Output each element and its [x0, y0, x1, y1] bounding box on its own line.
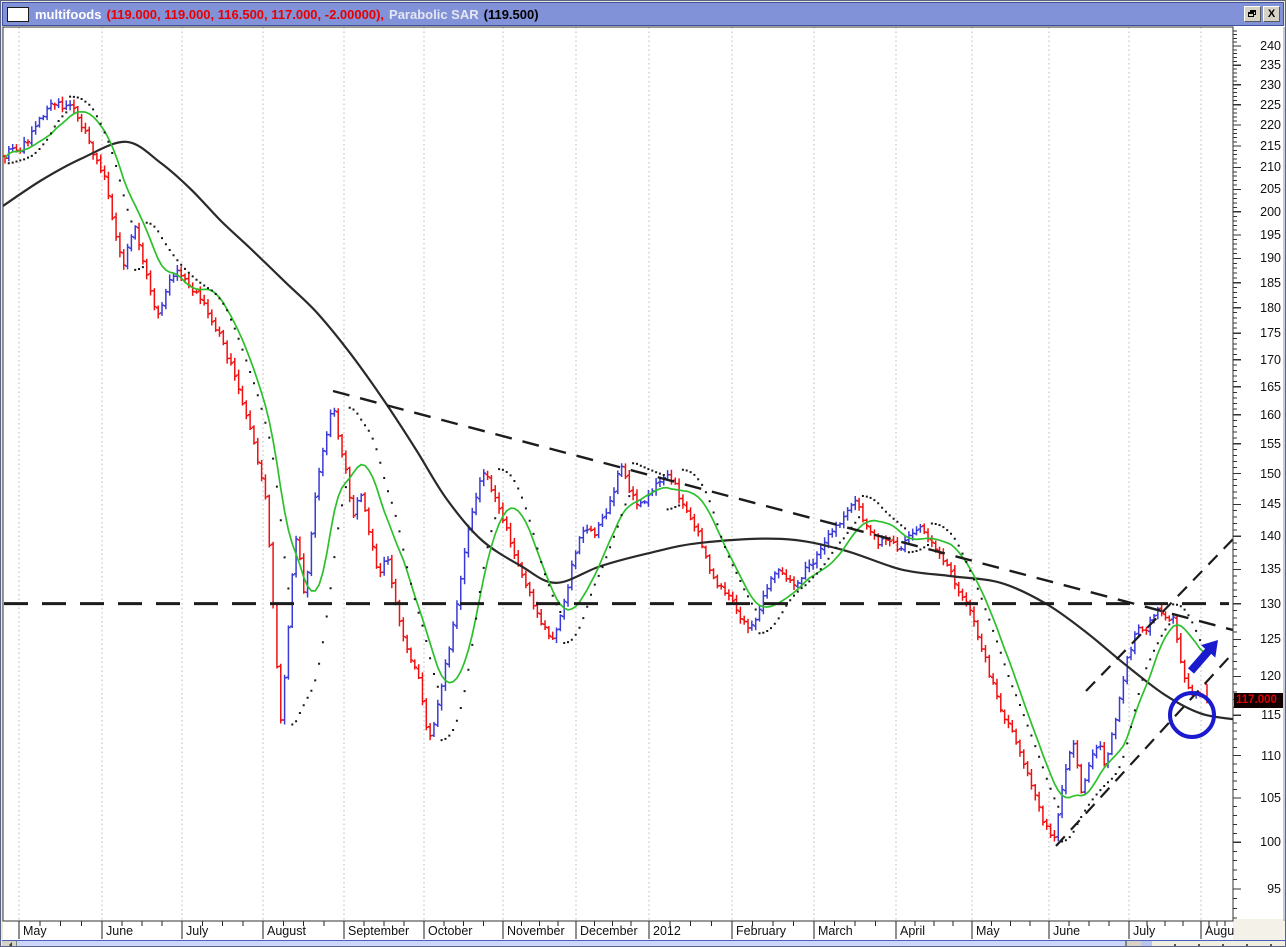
- price-axis-label: 185: [1260, 275, 1281, 290]
- time-axis-label: May: [23, 924, 47, 938]
- title-indicator-name: Parabolic SAR: [389, 6, 479, 22]
- corner-dot: [1198, 944, 1200, 946]
- price-axis-label: 140: [1260, 529, 1281, 544]
- price-axis-label: 230: [1260, 77, 1281, 92]
- close-button[interactable]: X: [1263, 6, 1280, 22]
- time-axis-label: February: [736, 924, 787, 938]
- scrollbar-thumb[interactable]: [17, 941, 1126, 946]
- price-axis-label: 240: [1260, 39, 1281, 53]
- price-axis-label: 105: [1260, 790, 1281, 805]
- price-axis-label: 95: [1267, 881, 1281, 896]
- price-axis-label: 205: [1260, 182, 1281, 197]
- time-axis-label: November: [507, 924, 565, 938]
- time-axis-label: May: [976, 924, 1000, 938]
- time-axis-label: 2012: [653, 924, 681, 938]
- title-symbol: multifoods: [35, 6, 102, 22]
- corner-dot: [1222, 944, 1224, 946]
- price-axis-label: 170: [1260, 352, 1281, 367]
- time-axis-label: April: [900, 924, 926, 938]
- time-axis-label: September: [348, 924, 410, 938]
- axis-corner: [1233, 919, 1285, 941]
- price-axis-label: 195: [1260, 227, 1281, 242]
- restore-icon: [1248, 10, 1257, 18]
- time-axis-label: June: [1053, 924, 1081, 938]
- title-indicator-value: (119.500): [483, 6, 539, 22]
- price-axis-label: 180: [1260, 300, 1281, 315]
- time-axis-label: December: [580, 924, 638, 938]
- corner-dot: [1174, 944, 1176, 946]
- price-axis-label: 120: [1260, 669, 1281, 684]
- chart-select-checkbox[interactable]: [7, 6, 29, 22]
- price-axis-label: 165: [1260, 379, 1281, 394]
- price-axis-label: 130: [1260, 596, 1281, 611]
- price-axis-label: 215: [1260, 139, 1281, 154]
- horizontal-scrollbar[interactable]: [2, 940, 1285, 946]
- time-axis-label: June: [106, 924, 134, 938]
- restore-button[interactable]: [1244, 6, 1261, 22]
- corner-dot: [1246, 944, 1248, 946]
- price-axis-label: 150: [1260, 466, 1281, 481]
- price-axis-label: 115: [1261, 708, 1281, 723]
- scrollbar-corner: [1152, 941, 1285, 946]
- price-axis-label: 155: [1260, 436, 1281, 451]
- price-axis-label: 100: [1260, 835, 1281, 850]
- scroll-left-button[interactable]: [2, 941, 17, 946]
- price-axis-label: 125: [1260, 632, 1281, 647]
- time-axis-label: Augu: [1205, 924, 1235, 938]
- price-axis-label: 190: [1260, 251, 1281, 266]
- price-axis-label: 220: [1260, 118, 1281, 133]
- price-axis-label: 175: [1260, 326, 1281, 341]
- price-axis-label: 110: [1261, 748, 1281, 763]
- price-axis-label: 200: [1260, 204, 1281, 219]
- time-axis-label: August: [267, 924, 306, 938]
- window-titlebar[interactable]: multifoods (119.000, 119.000, 116.500, 1…: [2, 2, 1284, 26]
- scroll-right-button[interactable]: [1126, 941, 1141, 946]
- chart-plot-background: [3, 26, 1233, 921]
- time-axis-label: July: [186, 924, 209, 938]
- corner-dot: [1270, 944, 1272, 946]
- price-axis: [1233, 26, 1285, 921]
- last-price-tag: 117.000: [1234, 692, 1283, 708]
- time-axis-label: October: [428, 924, 473, 938]
- title-quote-values: (119.000, 119.000, 116.500, 117.000, -2.…: [106, 6, 385, 22]
- price-axis-label: 135: [1260, 562, 1281, 577]
- price-axis-label: 235: [1260, 58, 1281, 73]
- time-axis-label: March: [818, 924, 853, 938]
- price-axis-label: 145: [1260, 497, 1281, 512]
- price-axis-label: 225: [1260, 97, 1281, 112]
- price-axis-label: 160: [1260, 407, 1281, 422]
- time-axis-label: July: [1133, 924, 1156, 938]
- price-axis-label: 210: [1260, 160, 1281, 175]
